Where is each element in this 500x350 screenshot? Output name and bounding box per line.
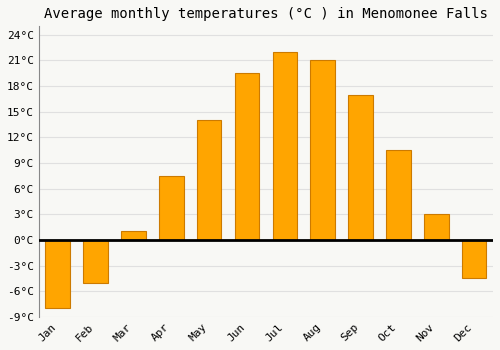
Bar [121,231,146,240]
Bar [159,176,184,240]
Title: Average monthly temperatures (°C ) in Menomonee Falls: Average monthly temperatures (°C ) in Me… [44,7,488,21]
Bar [272,52,297,240]
Bar [310,61,335,240]
Bar [84,240,108,282]
Bar [462,240,486,278]
Bar [386,150,410,240]
Bar [197,120,222,240]
Bar [234,73,260,240]
Bar [424,214,448,240]
Bar [46,240,70,308]
Bar [348,94,373,240]
